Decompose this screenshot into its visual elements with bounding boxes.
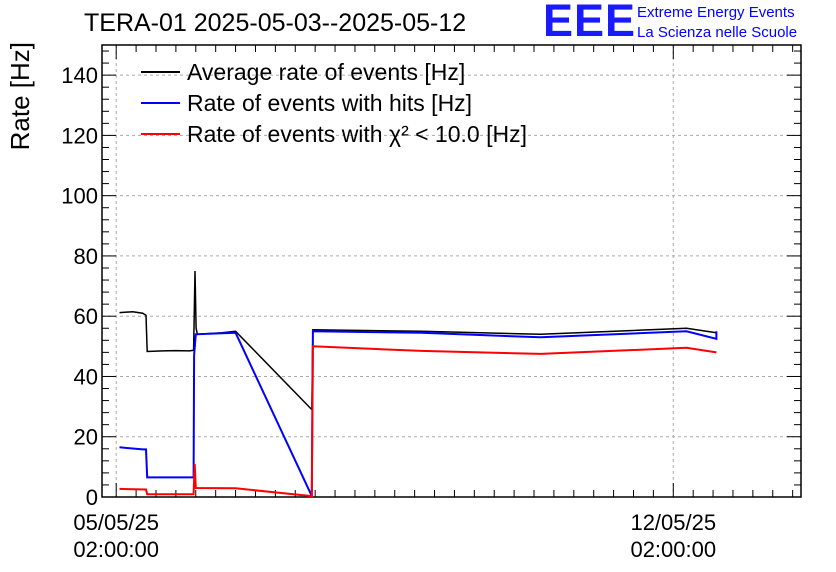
legend-label-3: Rate of events with χ² < 10.0 [Hz] <box>187 121 527 147</box>
y-tick-label: 120 <box>61 123 98 148</box>
series-line-3 <box>119 345 717 498</box>
y-tick-label: 140 <box>61 63 98 88</box>
y-tick-label: 40 <box>74 364 98 389</box>
x-tick-label-time: 02:00:00 <box>73 537 159 562</box>
legend-label-1: Average rate of events [Hz] <box>187 59 465 85</box>
x-tick-label-date: 05/05/25 <box>73 510 159 535</box>
y-tick-label: 100 <box>61 184 98 209</box>
y-tick-label: 0 <box>86 485 98 510</box>
y-tick-label: 20 <box>74 425 98 450</box>
logo-line-1: Extreme Energy Events <box>637 4 795 21</box>
x-tick-label-date: 12/05/25 <box>630 510 716 535</box>
series-line-1 <box>119 270 717 412</box>
y-tick-label: 60 <box>74 304 98 329</box>
x-tick-label-time: 02:00:00 <box>630 537 716 562</box>
legend-label-2: Rate of events with hits [Hz] <box>187 90 472 116</box>
y-axis-label: Rate [Hz] <box>5 42 35 150</box>
eee-logo: EEE <box>543 0 637 46</box>
logo-line-2: La Scienza nelle Scuole <box>637 24 798 41</box>
y-tick-label: 80 <box>74 244 98 269</box>
series-line-2 <box>119 330 718 497</box>
chart-title: TERA-01 2025-05-03--2025-05-12 <box>84 9 467 37</box>
plot-frame <box>101 44 802 498</box>
